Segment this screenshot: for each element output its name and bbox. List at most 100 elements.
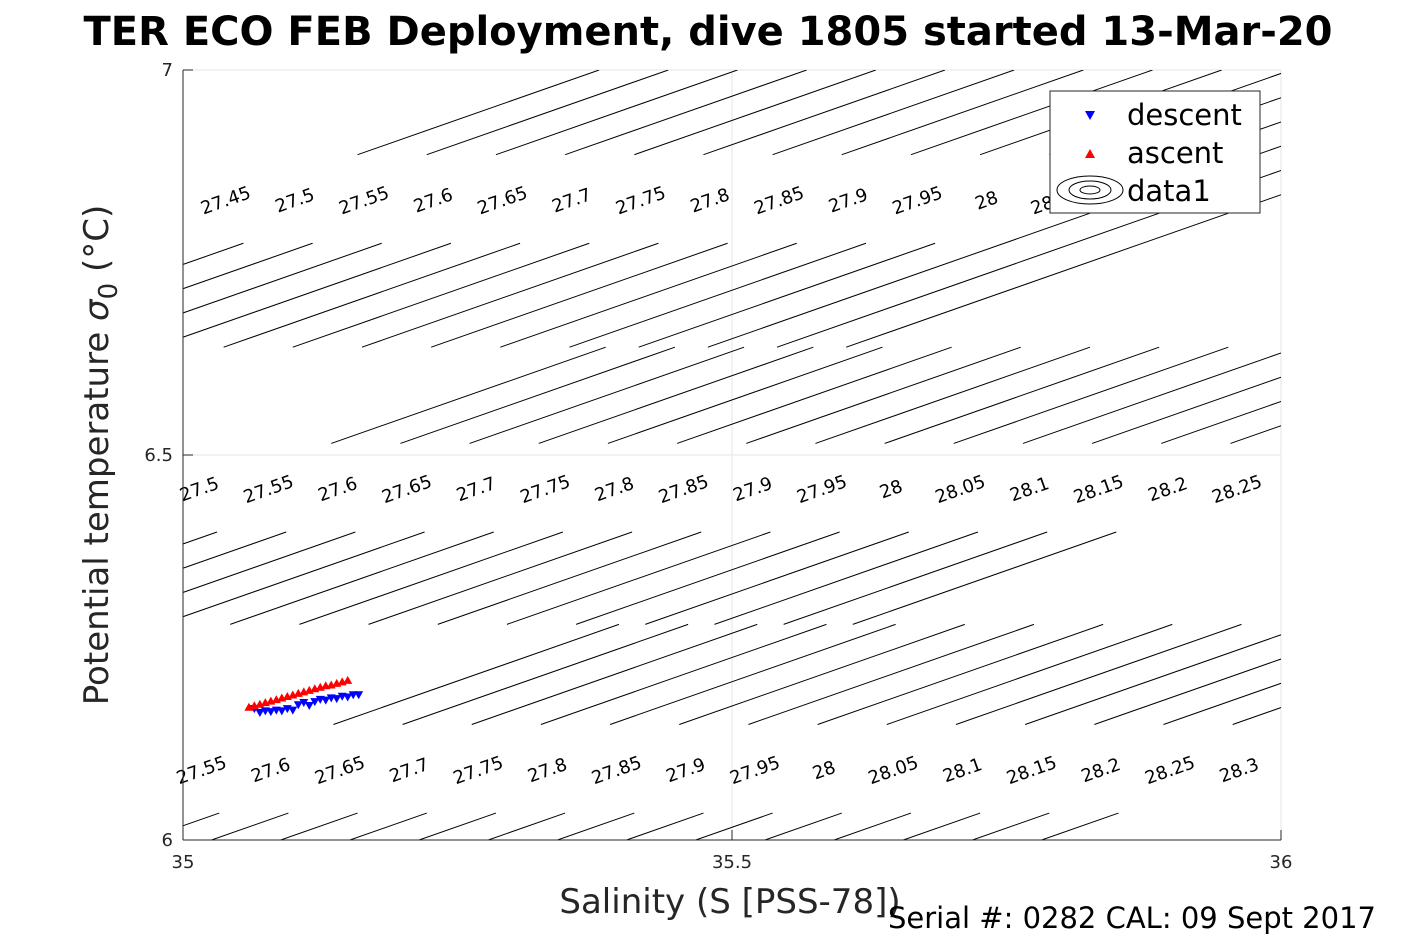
isopycnal-line [695, 812, 773, 840]
descent-point [255, 708, 265, 717]
isopycnal-line [357, 70, 600, 156]
isopycnal-line [488, 812, 566, 840]
isopycnal-line [703, 70, 946, 156]
isopycnal-line [361, 242, 659, 348]
isopycnal-line [1230, 425, 1281, 444]
isopycnal-line [349, 812, 427, 840]
legend-descent-marker [1085, 111, 1095, 120]
data-markers [244, 675, 364, 717]
y-tick-label: 7 [162, 60, 173, 81]
legend: descent ascent data1 [1049, 90, 1261, 214]
isopycnal-line [230, 531, 494, 625]
isopycnal-line [910, 70, 1153, 156]
isopycnal-line [746, 346, 1021, 444]
descent-point [288, 706, 298, 715]
isopycnal-line [538, 346, 814, 444]
isopycnal-line [607, 346, 883, 444]
isopycnal-line [402, 623, 689, 725]
isopycnal-line [1371, 624, 1417, 724]
isopycnal-line [972, 812, 1050, 840]
legend-ascent-marker [1085, 149, 1095, 158]
legend-data1-label: data1 [1127, 174, 1211, 208]
isopycnal-line [903, 812, 981, 840]
isopycnal-line [1163, 682, 1281, 725]
isopycnal-line [1094, 658, 1281, 725]
isopycnal-line [1091, 376, 1281, 444]
isopycnal-line [1369, 347, 1417, 443]
legend-contour-icon [1056, 175, 1124, 205]
isopycnal-line [469, 346, 745, 444]
isopycnal-line [564, 70, 807, 156]
x-tick-label: 36 [1270, 852, 1293, 873]
y-axis-label-main: Potential temperature [77, 321, 117, 705]
y-axis-label-tail: (°C) [77, 205, 117, 283]
isopycnal-line [183, 812, 220, 827]
descent-point [293, 701, 303, 710]
descent-point [304, 702, 314, 711]
isopycnal-line [211, 812, 289, 840]
isopycnal-line [0, 532, 148, 624]
descent-point [277, 707, 287, 716]
isopycnal-line [955, 623, 1242, 725]
isopycnal-line [626, 812, 704, 840]
isopycnal-line [833, 812, 912, 840]
isopycnal-line [1161, 400, 1281, 444]
isopycnal-line [841, 70, 1084, 156]
chart-title: TER ECO FEB Deployment, dive 1805 starte… [83, 9, 1332, 55]
isopycnal-line [183, 242, 382, 314]
legend-ascent-label: ascent [1127, 136, 1223, 170]
isopycnal-line [884, 346, 1160, 444]
ascent-point [343, 675, 353, 684]
isopycnal-line [183, 531, 356, 593]
isopycnal-line [430, 242, 728, 348]
descent-point [343, 693, 353, 702]
isopycnal-line [679, 623, 965, 725]
isopycnal-line [783, 531, 1048, 625]
y-axis-label-sub: 0 [94, 283, 124, 300]
isopycnal-line [223, 242, 521, 348]
isopycnal-line [331, 346, 606, 444]
isopycnal-line [183, 531, 425, 618]
isopycnal-line [764, 812, 842, 840]
isopycnal-line [1232, 707, 1281, 725]
isopycnal-line [575, 531, 840, 625]
footer-calibration: Serial #: 0282 CAL: 09 Sept 2017 [888, 901, 1376, 935]
isopycnal-line [815, 346, 1091, 444]
isopycnal-line [1041, 812, 1119, 840]
isopycnal-line [638, 242, 936, 348]
isopycnal-line [634, 70, 877, 156]
isopycnal-line [817, 623, 1104, 725]
isopycnal-line [953, 346, 1229, 444]
isopycnal-line [73, 813, 150, 840]
isopycnal-line [557, 812, 635, 840]
isopycnal-line [292, 242, 590, 348]
descent-point [321, 696, 331, 705]
isopycnal-line [1025, 634, 1281, 725]
isopycnal-line [437, 531, 702, 625]
isopycnal-line [183, 242, 452, 338]
isopycnal-line [1300, 347, 1417, 443]
isopycnal-line [183, 242, 313, 290]
isopycnal-line [886, 623, 1173, 725]
isopycnal-line [280, 812, 358, 840]
isopycnal-line [748, 623, 1035, 725]
isopycnal-line [609, 623, 896, 725]
isopycnal-line [418, 812, 497, 840]
isopycnal-line [183, 242, 244, 265]
x-tick-label: 35 [172, 852, 195, 873]
isopycnal-line [676, 346, 952, 444]
isopycnal-line [645, 531, 909, 625]
descent-point [310, 698, 320, 707]
isopycnal-line [299, 531, 564, 625]
legend-descent-label: descent [1127, 98, 1242, 132]
isopycnal-line [368, 531, 633, 625]
isopycnal-line [569, 242, 867, 348]
isopycnal-line [471, 623, 758, 725]
descent-point [299, 698, 309, 707]
descent-point [332, 695, 342, 704]
isopycnal-line [506, 531, 771, 625]
isopycnal-line [852, 531, 1117, 625]
isopycnal-line [1302, 624, 1417, 724]
